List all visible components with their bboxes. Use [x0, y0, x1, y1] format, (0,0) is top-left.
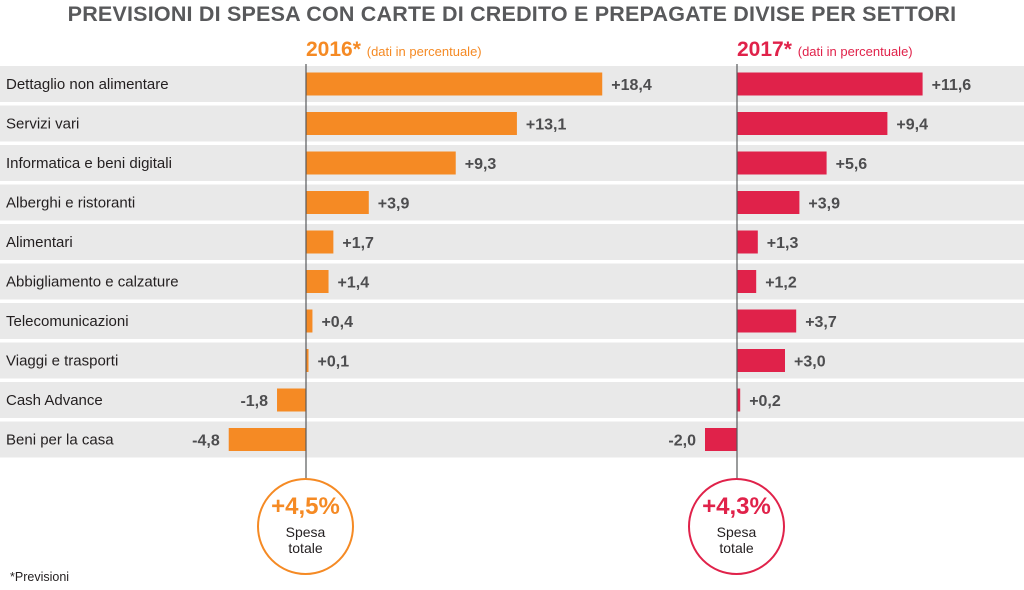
value-label: -4,8 — [192, 433, 220, 450]
header-2016-year: 2016* — [306, 38, 361, 61]
bar-2016 — [306, 151, 456, 175]
row-background — [0, 382, 1024, 418]
category-label: Informatica e beni digitali — [6, 155, 172, 172]
total-2016-label-line1: Spesa — [285, 524, 326, 540]
value-label: +3,7 — [805, 314, 837, 331]
row-background — [0, 145, 1024, 181]
category-label: Beni per la casa — [6, 432, 114, 449]
bar-2016 — [306, 230, 334, 254]
chart-title: PREVISIONI DI SPESA CON CARTE DI CREDITO… — [67, 2, 957, 26]
category-label: Cash Advance — [6, 392, 103, 409]
bar-2016 — [277, 388, 306, 412]
value-label: +0,1 — [318, 354, 350, 371]
bar-2016 — [306, 309, 313, 333]
category-label: Telecomunicazioni — [6, 313, 129, 330]
row-background — [0, 303, 1024, 339]
value-label: -2,0 — [668, 433, 696, 450]
row-background — [0, 263, 1024, 300]
value-label: +18,4 — [611, 77, 652, 94]
bar-2017 — [705, 428, 737, 451]
value-label: +0,2 — [749, 393, 781, 410]
bar-2017 — [737, 230, 758, 254]
row-background — [0, 342, 1024, 379]
value-label: +11,6 — [932, 77, 972, 94]
total-2016-label-line2: totale — [288, 540, 323, 556]
bar-2017 — [737, 388, 741, 412]
row-background — [0, 421, 1024, 458]
bar-2017 — [737, 191, 800, 214]
category-label: Servizi vari — [6, 116, 79, 133]
bar-2016 — [306, 349, 309, 372]
footnote: *Previsioni — [10, 570, 70, 584]
header-2017-subtitle: (dati in percentuale) — [797, 44, 913, 59]
bar-2017 — [737, 270, 757, 293]
row-background — [0, 184, 1024, 221]
total-2017-label-line1: Spesa — [716, 524, 757, 540]
value-label: +1,2 — [765, 275, 797, 292]
bar-2016 — [306, 191, 369, 214]
value-label: -1,8 — [240, 393, 268, 410]
value-label: +1,7 — [342, 235, 374, 252]
category-label: Viaggi e trasporti — [6, 353, 118, 370]
row-background — [0, 224, 1024, 260]
total-2016-value: +4,5% — [271, 493, 340, 520]
value-label: +9,4 — [896, 117, 928, 134]
header-2016-subtitle: (dati in percentuale) — [366, 44, 482, 59]
total-2017-label-line2: totale — [719, 540, 754, 556]
bar-2016 — [228, 428, 306, 451]
category-label: Alimentari — [6, 234, 73, 251]
value-label: +3,9 — [808, 196, 840, 213]
bar-2016 — [306, 72, 603, 96]
value-label: +1,4 — [338, 275, 370, 292]
value-label: +13,1 — [526, 117, 567, 134]
total-circle-2017: +4,3% Spesa totale — [688, 478, 785, 575]
total-circle-2016: +4,5% Spesa totale — [257, 478, 354, 575]
header-2017-year: 2017* — [737, 38, 792, 61]
value-label: +0,4 — [321, 314, 353, 331]
bar-2017 — [737, 151, 827, 175]
value-label: +1,3 — [767, 235, 799, 252]
value-label: +3,9 — [378, 196, 410, 213]
value-label: +3,0 — [794, 354, 826, 371]
bar-2016 — [306, 112, 517, 135]
category-label: Alberghi e ristoranti — [6, 195, 135, 212]
value-label: +9,3 — [465, 156, 497, 173]
value-label: +5,6 — [836, 156, 868, 173]
total-2017-value: +4,3% — [702, 493, 771, 520]
bar-2016 — [306, 270, 329, 293]
bar-2017 — [737, 112, 888, 135]
category-label: Abbigliamento e calzature — [6, 274, 179, 291]
header-2016: 2016* (dati in percentuale) — [306, 38, 482, 62]
category-label: Dettaglio non alimentare — [6, 76, 169, 93]
header-2017: 2017* (dati in percentuale) — [737, 38, 913, 62]
bar-2017 — [737, 309, 797, 333]
bar-2017 — [737, 72, 923, 96]
bar-2017 — [737, 349, 785, 372]
